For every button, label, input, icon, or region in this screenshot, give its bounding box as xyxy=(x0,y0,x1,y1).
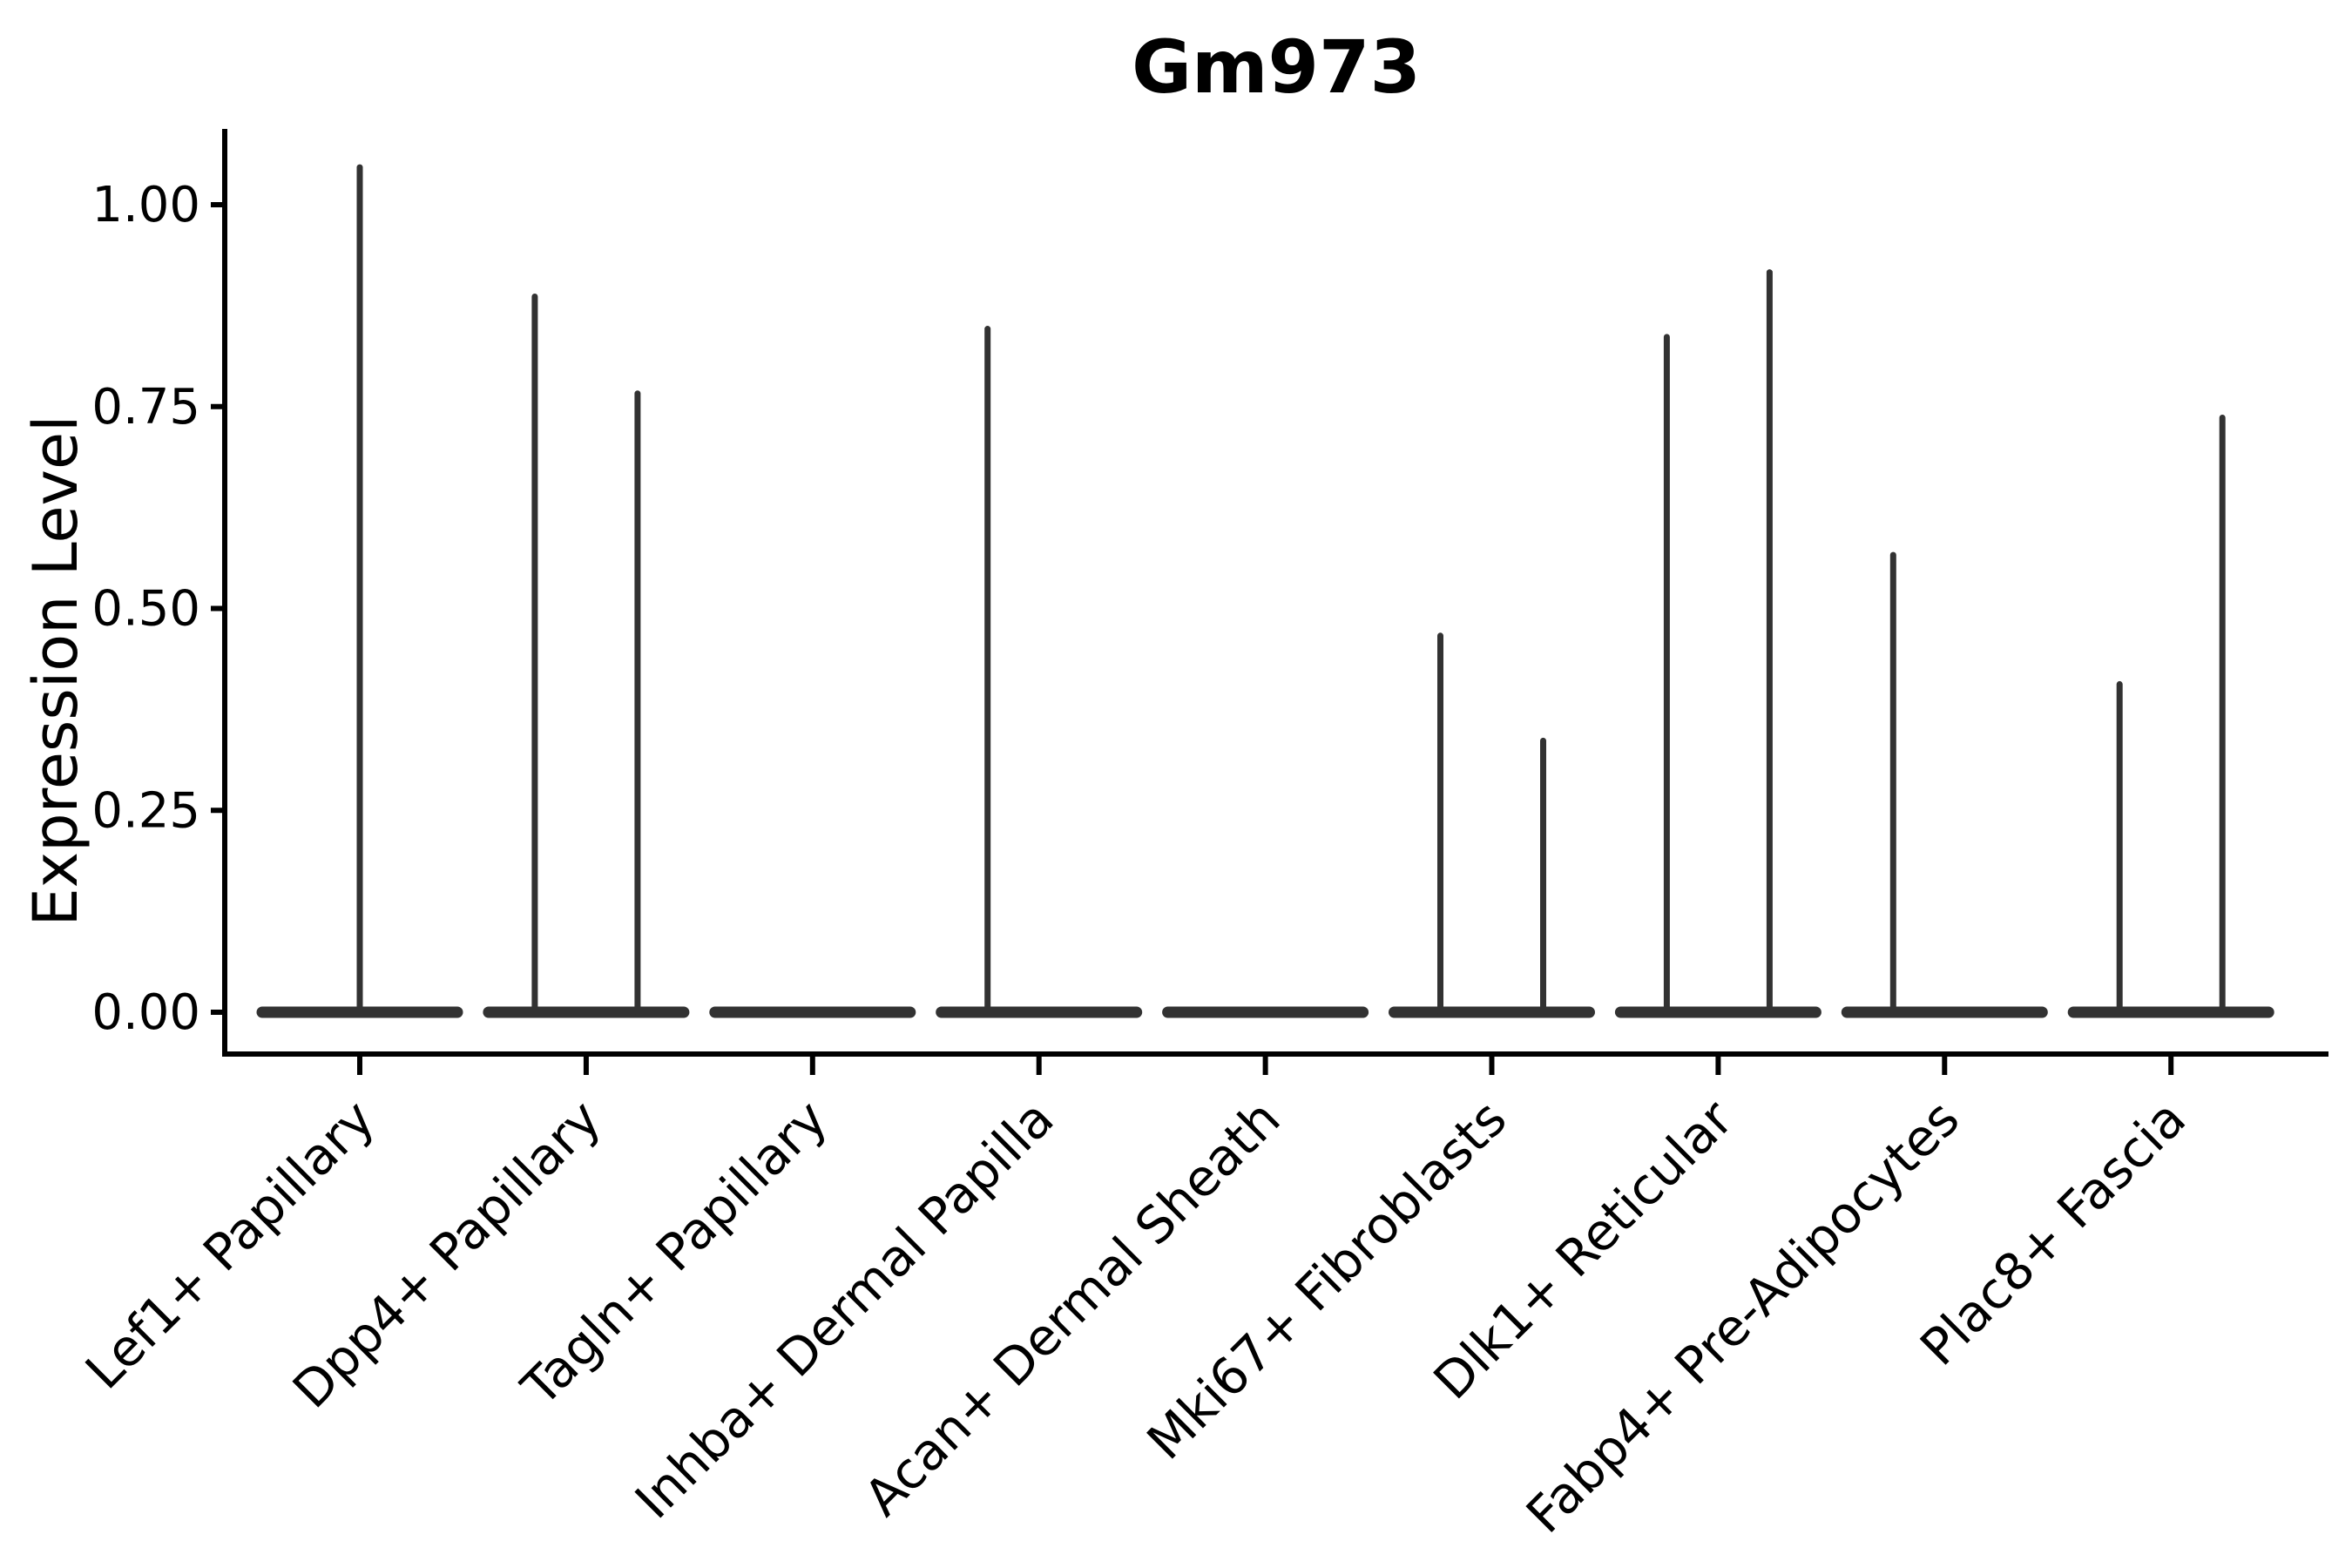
y-tick-label: 0.75 xyxy=(91,379,200,436)
x-category-label: Inhba+ Dermal Papilla xyxy=(624,1089,1065,1531)
x-category-label: Acan+ Dermal Sheath xyxy=(853,1089,1291,1527)
y-tick-label: 0.25 xyxy=(91,782,200,839)
y-tick-label: 1.00 xyxy=(91,177,200,233)
y-tick-label: 0.00 xyxy=(91,984,200,1041)
y-tick-label: 0.50 xyxy=(91,581,200,638)
x-category-label: Fabp4+ Pre-Adipocytes xyxy=(1515,1089,1970,1544)
chart-title: Gm973 xyxy=(1132,24,1421,110)
